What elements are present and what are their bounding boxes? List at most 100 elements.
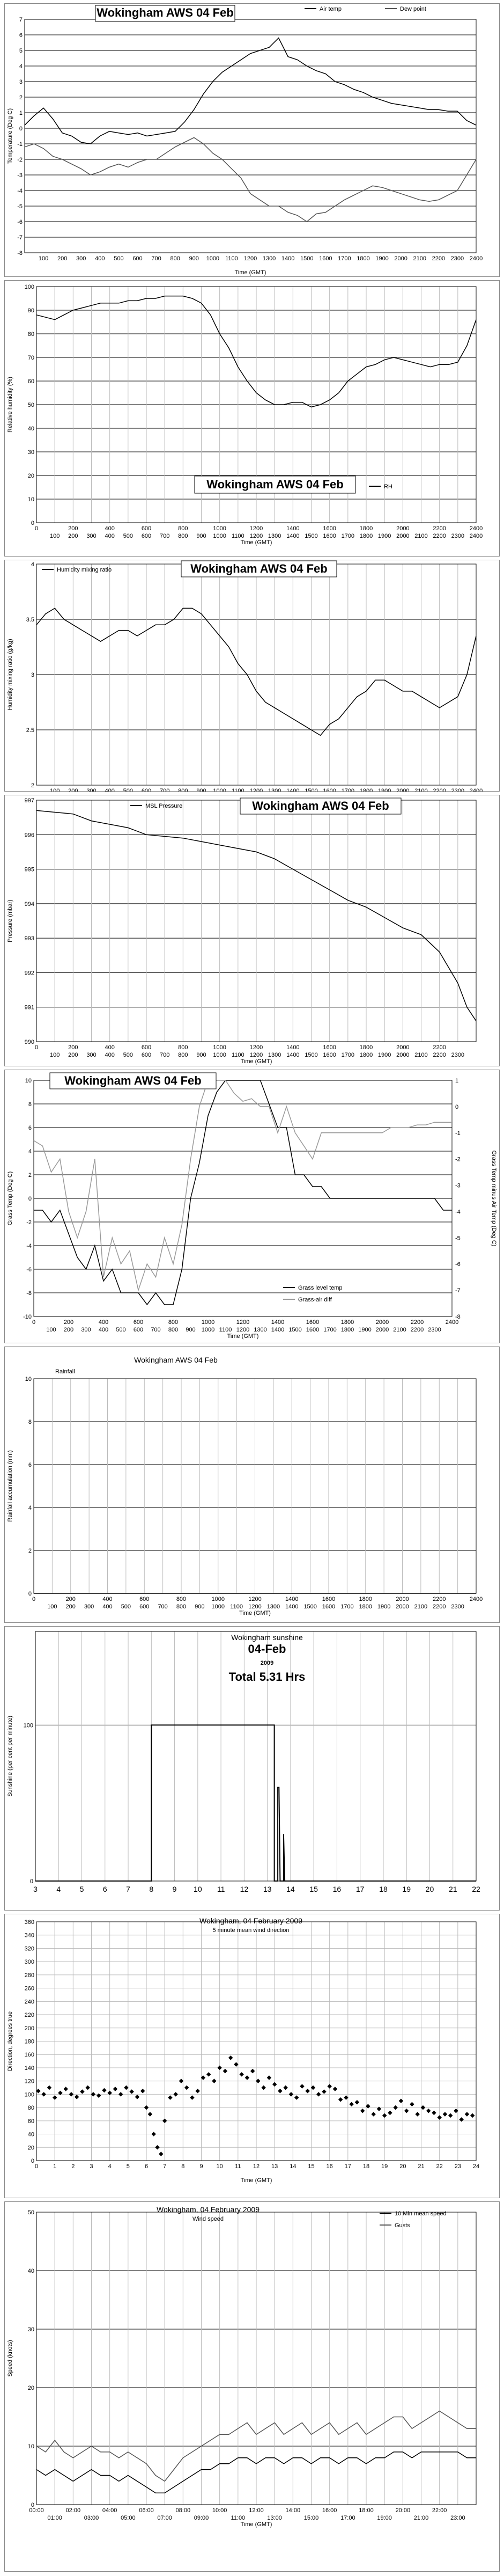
x-tick-label: 5 [127, 2163, 130, 2170]
x-tick-label: 2000 [396, 533, 409, 539]
x-tick-label-lower: 17:00 [340, 2515, 355, 2521]
x-tick-label: 200 [68, 533, 78, 539]
series-line-1 [36, 2451, 476, 2493]
y-right-axis-label: Grass Temp minus Air Temp (Deg C) [491, 1151, 497, 1247]
y-tick-label: 4 [19, 63, 23, 70]
x-tick-label: 14 [290, 2163, 296, 2170]
relative-humidity-chart: 0 10 20 30 40 50 60 70 80 90 100 100 200 300 400 500 600… [4, 280, 500, 557]
y-tick-label: 7 [19, 17, 23, 23]
legend-label: Gusts [395, 2222, 410, 2229]
y-tick-label: -1 [17, 141, 23, 148]
x-tick-label: 1100 [225, 255, 238, 262]
y-tick-label: 50 [28, 402, 34, 408]
title-box [181, 560, 337, 577]
x-tick-label-upper: 200 [68, 525, 78, 532]
y-tick-label: 20 [28, 2145, 34, 2151]
x-tick-label: 1300 [267, 1604, 280, 1610]
plot-area [36, 286, 477, 523]
y-tick-label: 90 [28, 308, 34, 314]
x-tick-label: 800 [168, 1327, 178, 1333]
y-tick-label: 180 [25, 2039, 34, 2045]
y-right-tick-label: -4 [455, 1209, 461, 1215]
legend-label: 10 Min mean speed [395, 2211, 447, 2217]
x-tick-label: 2100 [413, 255, 426, 262]
y-right-tick-label: -2 [455, 1157, 461, 1163]
x-tick-label: 2100 [414, 788, 427, 792]
chart-subtitle: 5 minute mean wind direction [212, 1927, 289, 1934]
x-tick-label-upper: 1400 [286, 525, 299, 532]
y-tick-label: 2 [28, 1172, 32, 1179]
x-tick-label-upper: 600 [134, 1319, 143, 1326]
x-tick-label-upper: 600 [142, 525, 151, 532]
x-tick-label: 1200 [250, 1052, 263, 1058]
x-tick-label-upper: 800 [168, 1319, 178, 1326]
y-tick-label: 8 [28, 1101, 32, 1108]
x-tick-label: 700 [160, 533, 169, 539]
x-tick-label: 22 [472, 1885, 480, 1893]
y-right-tick-label: 0 [455, 1104, 458, 1110]
series-line-2 [36, 2410, 476, 2482]
x-tick-label-upper: 2200 [411, 1319, 424, 1326]
x-tick-label: 300 [86, 1052, 96, 1058]
x-tick-label: 2300 [451, 1052, 464, 1058]
x-tick-label: 600 [142, 1052, 151, 1058]
x-tick-label: 1 [53, 2163, 56, 2170]
x-tick-label-upper: 2000 [396, 1044, 409, 1051]
x-tick-label-upper: 1400 [271, 1319, 284, 1326]
x-tick-label: 12 [240, 1885, 249, 1893]
panel-frame [4, 1346, 500, 1623]
x-tick-label: 8 [149, 1885, 153, 1893]
y-tick-label: 10 [28, 496, 34, 503]
chart-panel-temperature: -8 -7 -6 -5 -4 -3 -2 -1 0 1 2 3 4 5 6 7 100 200 300 400 500 6… [4, 3, 500, 277]
chart-title: Wokingham AWS 04 Feb [134, 1356, 218, 1364]
x-tick-label: 2000 [394, 255, 407, 262]
x-tick-label: 700 [151, 1327, 160, 1333]
data-point [344, 2095, 349, 2100]
x-tick-label-upper: 200 [68, 1044, 78, 1051]
x-tick-label: 500 [116, 1327, 125, 1333]
x-tick-label: 2300 [451, 533, 464, 539]
chart-panel-pressure: 990 991 992 993 994 995 996 997 100 200 300 400 500 6… [4, 795, 500, 1066]
y-right-tick-label: -7 [455, 1287, 461, 1294]
x-tick-label: 600 [132, 255, 142, 262]
series-line-1 [36, 810, 477, 1021]
x-axis-label: Time (GMT) [241, 2177, 272, 2184]
x-tick-label: 23 [455, 2163, 461, 2170]
x-tick-label: 16 [327, 2163, 333, 2170]
series-line-1 [24, 37, 477, 144]
chart-title: Wokingham, 04 February 2009 [157, 2205, 260, 2214]
y-tick-label: -2 [26, 1219, 32, 1226]
panel-frame [4, 795, 500, 1066]
legend-label: Grass-air diff [298, 1297, 332, 1303]
x-tick-label: 3 [90, 2163, 93, 2170]
x-tick-label-upper: 2000 [376, 1319, 389, 1326]
chart-title: Wokingham sunshine [231, 1633, 303, 1642]
title-box [194, 475, 356, 494]
y-tick-label: 40 [28, 2132, 34, 2138]
x-tick-label: 4 [56, 1885, 61, 1893]
y-tick-label: 80 [28, 2105, 34, 2111]
x-tick-label: 20 [426, 1885, 434, 1893]
x-tick-label-lower: 07:00 [157, 2515, 172, 2521]
y-tick-label: 993 [25, 935, 34, 942]
x-tick-label: 1600 [322, 1604, 335, 1610]
panel-frame [4, 1914, 500, 2198]
y-tick-label: 240 [25, 1999, 34, 2005]
x-tick-label: 18 [363, 2163, 369, 2170]
x-tick-label-lower: 21:00 [414, 2515, 429, 2521]
rainfall-chart: 0 2 4 6 8 10 100 200 300 400 500 600 700 800 900 1000 11… [4, 1346, 500, 1623]
x-tick-label: 1100 [219, 1327, 232, 1333]
y-tick-label: 3 [19, 79, 23, 85]
y-tick-label: 4 [31, 561, 34, 568]
x-tick-label: 3 [33, 1885, 38, 1893]
x-tick-label: 1500 [305, 1052, 317, 1058]
x-tick-label: 1600 [323, 533, 336, 539]
legend-label: Air temp [320, 6, 342, 12]
x-tick-label-upper: 1600 [323, 525, 336, 532]
x-tick-label: 700 [160, 1052, 169, 1058]
chart-total: Total 5.31 Hrs [229, 1670, 306, 1684]
x-tick-label: 1700 [323, 1327, 336, 1333]
x-tick-label: 1600 [319, 255, 332, 262]
y-axis-label: Temperature (Deg C) [7, 108, 13, 164]
